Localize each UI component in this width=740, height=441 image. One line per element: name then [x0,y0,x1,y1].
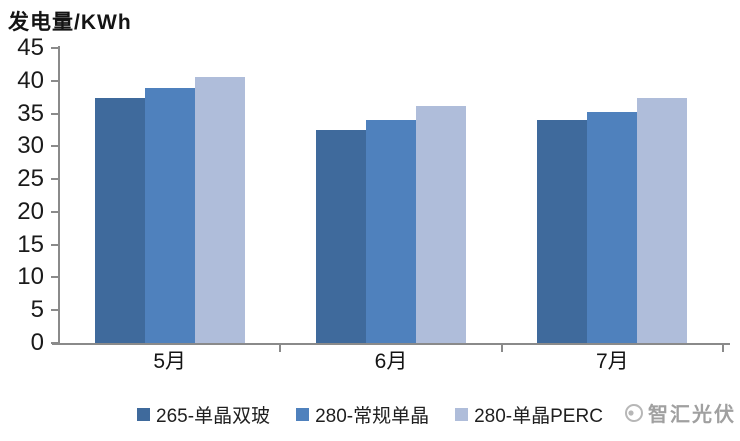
y-tick-label: 15 [17,230,44,258]
y-tick-mark [51,178,58,181]
x-category-label: 6月 [374,350,408,373]
x-tick-mark [722,345,724,352]
watermark-text: 智汇光伏 [648,404,736,426]
y-tick-mark [51,243,58,246]
y-tick-mark [51,47,58,49]
y-tick-mark [51,276,58,279]
bar [194,76,245,343]
y-tick-label: 10 [17,263,44,291]
y-tick-mark [51,112,58,115]
bar [316,129,366,343]
bar [94,97,145,343]
legend-swatch [137,408,151,421]
legend: 265-单晶双玻 280-常规单晶 280-单晶PERC [0,401,740,428]
bar [537,120,588,343]
legend-label: 280-单晶PERC [474,406,603,427]
legend-item: 265-单晶双玻 [137,401,270,428]
y-tick-mark [51,79,58,82]
y-tick-label: 5 [30,296,44,324]
legend-label: 265-单晶双玻 [156,406,271,427]
y-tick-label: 40 [17,66,44,94]
legend-item: 280-常规单晶 [296,401,429,428]
x-category-label: 7月 [595,350,629,373]
bar [416,106,466,343]
x-tick-mark [500,345,503,352]
y-tick-label: 20 [17,197,44,225]
y-tick-label: 35 [17,99,44,127]
y-axis-line [58,46,60,343]
legend-label: 280-常规单晶 [315,406,430,427]
legend-item: 280-单晶PERC [455,401,603,428]
legend-swatch [296,408,310,421]
x-axis-line [52,343,730,345]
y-tick-mark [51,210,58,213]
y-tick-mark [51,309,58,312]
legend-swatch [455,408,469,421]
x-tick-mark [279,345,282,352]
y-tick-label: 25 [17,165,44,193]
bar [366,120,416,343]
bar [144,87,195,343]
watermark: 智汇光伏 [623,398,736,427]
sun-logo-icon [625,403,643,422]
y-tick-mark [51,342,58,344]
chart-title: 发电量/KWh [8,11,132,34]
y-tick-mark [51,145,58,148]
y-tick-label: 45 [17,34,44,61]
y-tick-label: 30 [17,132,44,160]
x-category-label: 5月 [153,350,186,373]
y-tick-label: 0 [30,329,44,356]
bar [637,97,688,343]
bar [587,111,638,343]
